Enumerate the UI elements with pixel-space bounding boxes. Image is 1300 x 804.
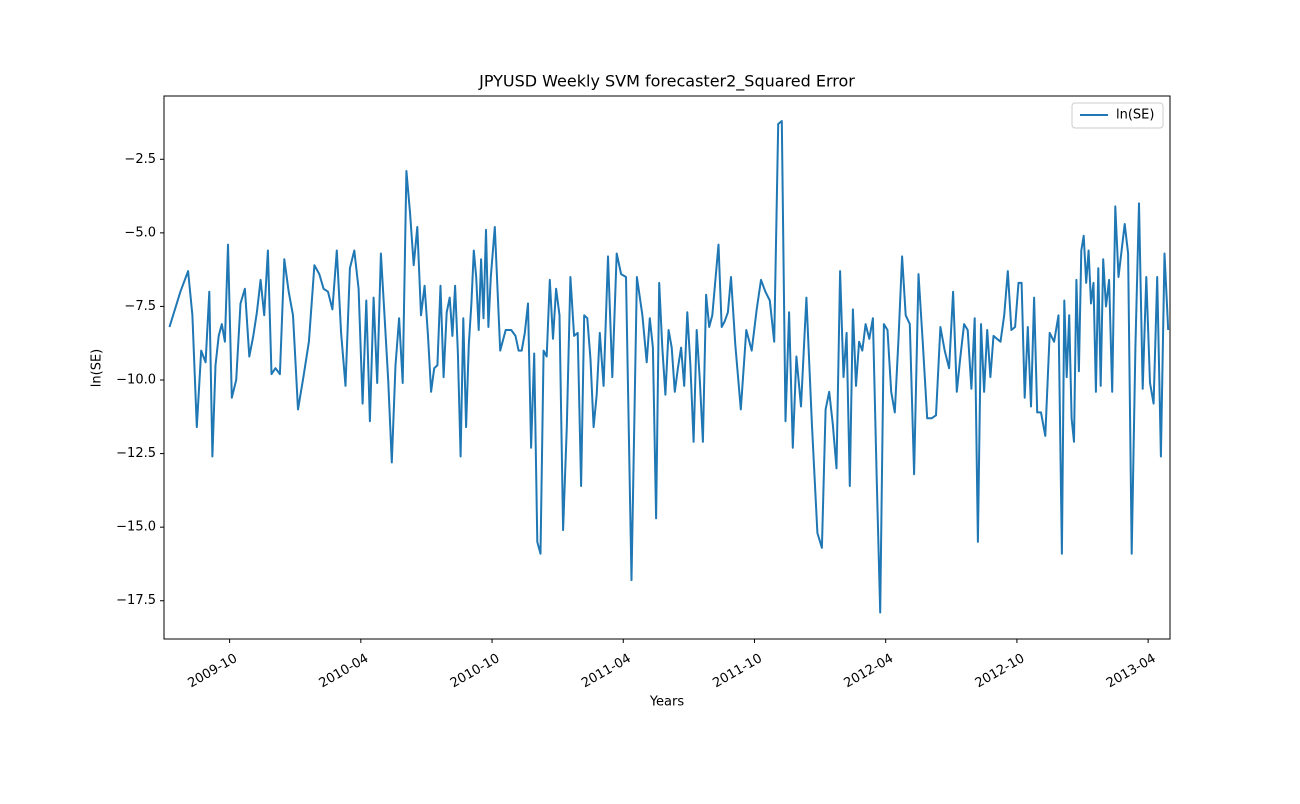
x-tick-label: 2013-04: [1104, 651, 1159, 691]
x-axis-label: Years: [649, 695, 685, 710]
x-tick-label: 2010-04: [317, 651, 372, 691]
x-tick-label: 2012-10: [973, 651, 1028, 691]
y-axis-label: ln(SE): [90, 349, 105, 387]
data-line: [168, 120, 1170, 614]
x-tick-label: 2010-10: [448, 651, 503, 691]
y-tick-label: −15.0: [116, 520, 156, 535]
legend-box: [1071, 102, 1164, 129]
y-tick-label: −2.5: [124, 152, 156, 167]
x-tick-label: 2011-10: [710, 651, 765, 691]
x-tick-label: 2012-04: [842, 651, 897, 691]
legend-label: ln(SE): [1116, 108, 1154, 123]
plot-frame: [163, 95, 1171, 640]
y-tick-label: −12.5: [116, 446, 156, 461]
y-tick-label: −7.5: [124, 299, 156, 314]
y-tick-label: −17.5: [116, 593, 156, 608]
x-tick-label: 2011-04: [579, 651, 634, 691]
y-tick-label: −5.0: [124, 225, 156, 240]
y-tick-label: −10.0: [116, 373, 156, 388]
x-tick-label: 2009-10: [185, 651, 240, 691]
chart-title: JPYUSD Weekly SVM forecaster2_Squared Er…: [478, 72, 855, 92]
